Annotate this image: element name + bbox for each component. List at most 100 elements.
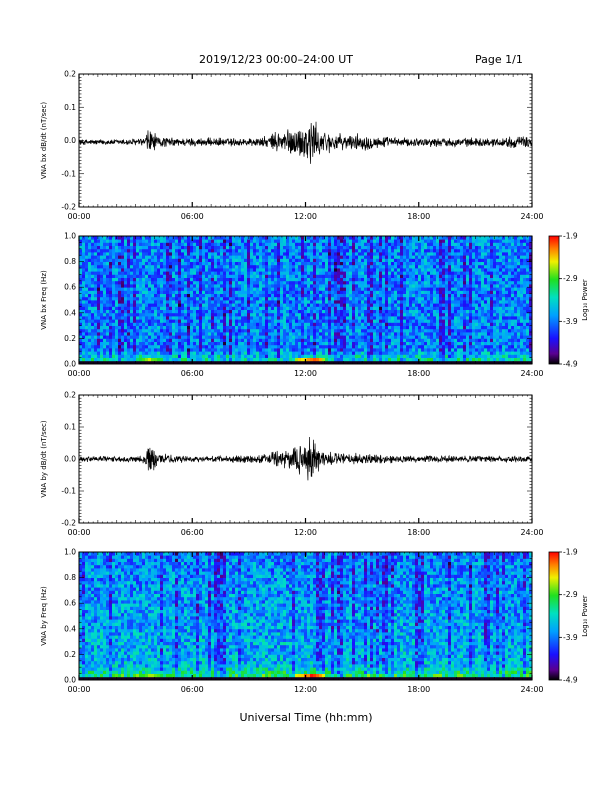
spectrogram-cell (325, 274, 329, 278)
spectrogram-cell (232, 236, 236, 240)
spectrogram-cell (121, 319, 125, 323)
spectrogram-cell (349, 328, 353, 333)
spectrogram-cell (256, 309, 260, 314)
spectrogram-cell (172, 245, 176, 250)
spectrogram-cell (337, 236, 341, 240)
spectrogram-cell (118, 303, 122, 307)
spectrogram-cell (328, 344, 332, 349)
spectrogram-cell (397, 300, 401, 304)
spectrogram-cell (247, 258, 251, 262)
spectrogram-cell (301, 290, 305, 294)
spectrogram-cell (142, 328, 146, 333)
spectrogram-cell (184, 341, 188, 346)
spectrogram-cell (424, 268, 428, 272)
spectrogram-cell (274, 287, 278, 291)
spectrogram-cell (304, 252, 308, 256)
spectrogram-cell (349, 312, 353, 317)
spectrogram-cell (370, 300, 374, 304)
spectrogram-cell (406, 239, 410, 243)
spectrogram-cell (271, 258, 275, 262)
spectrogram-cell (145, 344, 149, 349)
spectrogram-cell (325, 309, 329, 314)
spectrogram-cell (421, 236, 425, 240)
spectrogram-cell (358, 332, 362, 336)
spectrogram-cell (346, 316, 350, 320)
spectrogram-cell (304, 271, 308, 275)
spectrogram-cell (235, 239, 239, 243)
spectrogram-cell (265, 261, 269, 266)
spectrogram-cell (412, 242, 416, 246)
spectrogram-cell (361, 261, 365, 266)
spectrogram-cell (391, 303, 395, 307)
spectrogram-cell (169, 357, 173, 362)
spectrogram-cell (244, 344, 248, 349)
spectrogram-cell (118, 296, 122, 301)
spectrogram-cell (211, 293, 215, 298)
spectrogram-cell (397, 271, 401, 275)
spectrogram-cell (406, 271, 410, 275)
spectrogram-cell (394, 245, 398, 250)
spectrogram-cell (283, 335, 287, 339)
spectrogram-cell (289, 255, 293, 259)
spectrogram-cell (85, 306, 89, 310)
spectrogram-cell (343, 271, 347, 275)
spectrogram-cell (283, 351, 287, 355)
spectrogram-cell (292, 348, 296, 352)
spectrogram-cell (400, 351, 404, 355)
spectrogram-cell (271, 277, 275, 282)
spectrogram-cell (349, 280, 353, 285)
spectrogram-cell (325, 293, 329, 298)
spectrogram-cell (334, 344, 338, 349)
spectrogram-cell (364, 236, 368, 240)
spectrogram-cell (175, 325, 179, 330)
spectrogram-cell (121, 338, 125, 342)
spectrogram-cell (415, 332, 419, 336)
spectrogram-cell (178, 351, 182, 355)
spectrogram-cell (211, 252, 215, 256)
spectrogram-cell (415, 316, 419, 320)
spectrogram-cell (265, 335, 269, 339)
spectrogram-cell (307, 344, 311, 349)
spectrogram-cell (100, 248, 104, 253)
spectrogram-cell (394, 284, 398, 288)
spectrogram-cell (316, 293, 320, 298)
spectrogram-cell (169, 309, 173, 314)
spectrogram-cell (325, 284, 329, 288)
spectrogram-cell (322, 300, 326, 304)
spectrogram-cell (148, 354, 152, 358)
spectrogram-cell (310, 252, 314, 256)
spectrogram-cell (247, 239, 251, 243)
spectrogram-cell (196, 303, 200, 307)
spectrogram-cell (220, 319, 224, 323)
spectrogram-cell (205, 290, 209, 294)
spectrogram-cell (154, 319, 158, 323)
spectrogram-cell (412, 335, 416, 339)
spectrogram-cell (325, 271, 329, 275)
spectrogram-cell (316, 300, 320, 304)
spectrogram-cell (154, 351, 158, 355)
spectrogram-cell (334, 261, 338, 266)
spectrogram-cell (325, 242, 329, 246)
spectrogram-cell (340, 252, 344, 256)
spectrogram-cell (145, 328, 149, 333)
spectrogram-cell (307, 274, 311, 278)
spectrogram-cell (385, 322, 389, 326)
spectrogram-cell (184, 312, 188, 317)
spectrogram-cell (283, 248, 287, 253)
spectrogram-cell (313, 332, 317, 336)
spectrogram-cell (190, 351, 194, 355)
spectrogram-cell (340, 309, 344, 314)
spectrogram-cell (328, 296, 332, 301)
spectrogram-cell (382, 341, 386, 346)
spectrogram-cell (187, 312, 191, 317)
spectrogram-cell (289, 328, 293, 333)
spectrogram-cell (115, 296, 119, 301)
spectrogram-cell (367, 248, 371, 253)
spectrogram-cell (340, 245, 344, 250)
spectrogram-cell (286, 239, 290, 243)
spectrogram-cell (229, 309, 233, 314)
spectrogram-cell (154, 344, 158, 349)
spectrogram-cell (427, 255, 431, 259)
spectrogram-cell (247, 264, 251, 269)
spectrogram-cell (292, 290, 296, 294)
